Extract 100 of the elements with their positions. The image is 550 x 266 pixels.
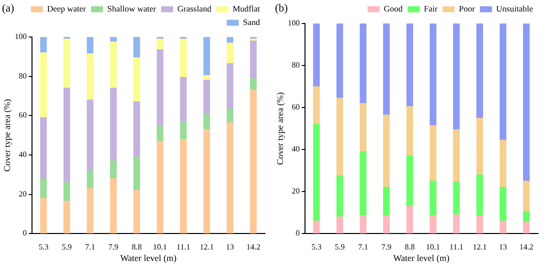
- x-tick-label: 13: [499, 242, 508, 252]
- x-tick-label: 10.1: [153, 242, 168, 252]
- y-tick-label: 60: [292, 102, 300, 112]
- bar: [453, 24, 460, 130]
- bar: [313, 86, 320, 125]
- chart-title: (b): [275, 2, 288, 14]
- bar: [133, 190, 140, 234]
- x-tick-label: 14.2: [519, 242, 534, 252]
- bar: [250, 40, 257, 79]
- bar: [523, 211, 530, 222]
- x-tick-label: 13: [226, 242, 234, 252]
- x-tick-label: 5.3: [38, 242, 48, 252]
- bar: [226, 108, 234, 123]
- x-tick-label: 5.3: [311, 242, 322, 252]
- bar: [156, 140, 164, 234]
- bar: [156, 49, 164, 126]
- y-tick-label: 80: [292, 60, 300, 70]
- bar: [500, 220, 506, 234]
- y-axis-title: Cover type area (%): [2, 98, 12, 172]
- legend-label: Shallow water: [107, 3, 156, 14]
- bar: [203, 37, 210, 76]
- x-tick-label: 11.1: [450, 242, 464, 252]
- bar: [360, 151, 366, 216]
- bar: [313, 124, 320, 222]
- bar: [523, 180, 530, 212]
- bar: [203, 113, 210, 130]
- bar: [86, 188, 94, 234]
- bar: [133, 57, 140, 102]
- chart-title: (a): [2, 2, 15, 14]
- bar: [250, 90, 257, 234]
- bar: [156, 38, 164, 50]
- bar: [453, 129, 460, 182]
- bar: [40, 52, 47, 118]
- bar: [336, 24, 344, 98]
- bar: [180, 38, 187, 78]
- x-tick-label: 8.8: [132, 242, 142, 252]
- legend-label: Fair: [424, 3, 438, 14]
- bar: [226, 63, 234, 110]
- y-tick-label: 0: [22, 228, 27, 238]
- bar: [63, 88, 70, 183]
- y-tick-label: 40: [292, 144, 300, 154]
- y-tick-label: 60: [18, 110, 27, 120]
- x-tick-label: 7.1: [358, 242, 368, 252]
- bar: [110, 160, 117, 179]
- bar: [63, 38, 70, 88]
- bar: [336, 175, 344, 218]
- y-tick-label: 20: [18, 189, 27, 198]
- bar: [250, 78, 257, 90]
- legend-label: Poor: [458, 3, 476, 14]
- bar: [430, 125, 436, 182]
- y-tick-label: 100: [288, 18, 300, 28]
- bar: [86, 170, 94, 189]
- bar: [453, 182, 460, 216]
- bar: [406, 156, 414, 207]
- bar: [430, 215, 436, 234]
- x-tick-label: 7.9: [108, 242, 118, 252]
- bar: [383, 215, 390, 234]
- x-tick-label: 5.9: [62, 242, 72, 252]
- bar: [336, 98, 344, 176]
- bar: [383, 24, 390, 116]
- bar: [180, 121, 187, 140]
- x-axis-title: Water level (m): [120, 252, 177, 263]
- bar: [360, 103, 366, 152]
- legend-label: Sand: [243, 16, 261, 27]
- bar: [86, 53, 94, 100]
- bar: [40, 198, 47, 234]
- bar: [406, 106, 414, 156]
- bar: [133, 37, 140, 58]
- x-tick-label: 7.1: [85, 242, 96, 252]
- bar: [40, 178, 47, 199]
- bar: [523, 24, 530, 182]
- bar: [453, 214, 460, 234]
- bar: [203, 129, 210, 234]
- bar: [110, 88, 117, 162]
- y-tick-label: 100: [14, 32, 27, 42]
- y-axis-title: Cover type area (%): [274, 92, 285, 165]
- bar: [406, 24, 414, 107]
- y-tick-label: 40: [18, 150, 27, 160]
- bar: [40, 37, 47, 54]
- bar: [336, 216, 344, 234]
- x-tick-label: 14.2: [246, 242, 260, 252]
- bar: [500, 24, 506, 140]
- legend-label: Good: [384, 3, 404, 14]
- bar: [360, 215, 366, 234]
- x-tick-label: 12.1: [200, 242, 214, 252]
- x-tick-label: 12.1: [472, 242, 487, 252]
- bar: [110, 42, 117, 88]
- x-tick-label: 7.9: [381, 242, 392, 252]
- bar: [133, 156, 140, 191]
- bar: [133, 102, 140, 158]
- bar: [110, 178, 117, 234]
- bar: [203, 80, 210, 114]
- bar: [63, 182, 70, 202]
- bar: [180, 76, 187, 122]
- y-tick-label: 0: [296, 228, 300, 238]
- x-tick-label: 5.9: [334, 242, 345, 252]
- bar: [500, 140, 506, 188]
- bar: [313, 24, 320, 87]
- bar: [86, 100, 94, 172]
- legend-label: Grassland: [177, 3, 212, 14]
